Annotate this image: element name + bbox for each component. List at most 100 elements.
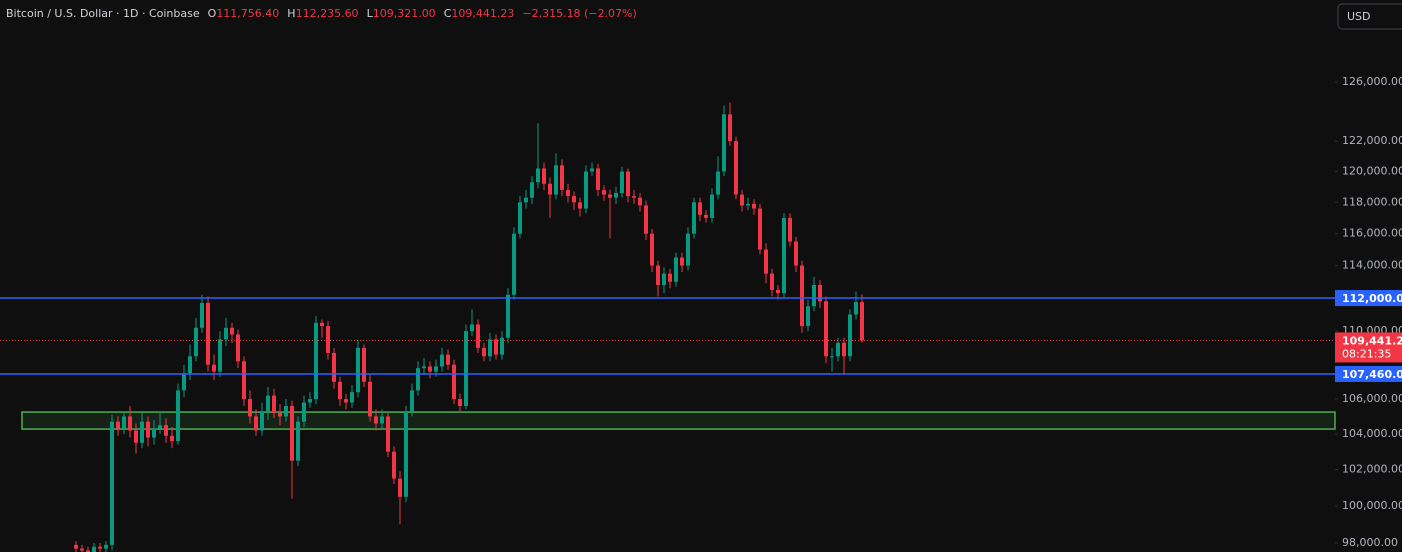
candle-body <box>278 412 282 417</box>
candle-body <box>620 171 624 194</box>
candle-body <box>812 284 816 307</box>
candle-body <box>758 208 762 250</box>
candle-body <box>788 217 792 242</box>
candle-body <box>260 411 264 431</box>
candle-body <box>320 322 324 327</box>
candle-body <box>476 324 480 348</box>
candle-body <box>410 390 414 412</box>
candle-body <box>452 364 456 400</box>
candle-body <box>710 194 714 218</box>
candle-body <box>596 168 600 190</box>
candle-body <box>254 416 258 431</box>
zone <box>21 411 1336 430</box>
ohlc-value: 111,756.40 <box>216 7 279 20</box>
candle-body <box>296 421 300 461</box>
y-tick-label: 102,000.00 <box>1342 463 1402 476</box>
candle-body <box>470 324 474 332</box>
candle-body <box>266 395 270 412</box>
candle-body <box>590 168 594 172</box>
candle-body <box>716 171 720 195</box>
candle-body <box>332 352 336 382</box>
last-price-label: 109,441.23 <box>1342 334 1402 347</box>
change-value: −2,315.18 (−2.07%) <box>522 7 636 20</box>
y-tick-label: 126,000.00 <box>1342 75 1402 88</box>
candle-body <box>218 339 222 372</box>
candle-body <box>506 294 510 338</box>
candle-body <box>86 550 90 552</box>
candle-body <box>116 421 120 429</box>
candle-body <box>230 327 234 335</box>
candle-body <box>422 366 426 369</box>
candle-body <box>302 402 306 422</box>
candle-body <box>158 425 162 429</box>
candle-body <box>392 451 396 479</box>
candle-body <box>608 194 612 198</box>
candle-body <box>314 322 318 400</box>
candle-body <box>614 193 618 198</box>
candle-body <box>542 168 546 184</box>
candle-body <box>188 356 192 374</box>
candle-body <box>668 273 672 282</box>
candle-body <box>578 202 582 209</box>
candle-body <box>458 399 462 406</box>
candle-body <box>638 197 642 206</box>
candle-body <box>776 289 780 294</box>
candle-body <box>464 331 468 406</box>
candle-body <box>518 202 522 234</box>
candle-body <box>170 435 174 442</box>
currency-button-label[interactable]: USD <box>1347 10 1371 23</box>
ohlc-key: O <box>208 7 217 20</box>
candle-body <box>242 361 246 400</box>
candle-body <box>524 197 528 203</box>
candle-body <box>500 337 504 355</box>
candle-body <box>272 395 276 413</box>
candle-body <box>626 171 630 197</box>
candle-body <box>650 233 654 266</box>
candle-body <box>584 171 588 209</box>
candle-body <box>794 241 798 266</box>
candle-body <box>206 302 210 365</box>
countdown-label: 08:21:35 <box>1342 347 1391 360</box>
candle-body <box>722 114 726 172</box>
candle-body <box>140 421 144 443</box>
y-tick-label: 120,000.00 <box>1342 164 1402 177</box>
candle-body <box>128 416 132 431</box>
candle-body <box>680 257 684 266</box>
candle-body <box>656 265 660 285</box>
candle-body <box>326 326 330 353</box>
candle-body <box>800 265 804 327</box>
candle-body <box>194 327 198 357</box>
legend-header: Bitcoin / U.S. Dollar · 1D · Coinbase O 11… <box>6 7 637 20</box>
price-label: 112,000.00 <box>1342 292 1402 305</box>
ohlc-key: C <box>444 7 452 20</box>
candle-body <box>782 217 786 294</box>
candle-body <box>224 327 228 340</box>
plot-area <box>0 102 1336 552</box>
candle-body <box>854 302 858 315</box>
candle-body <box>536 168 540 183</box>
candle-body <box>308 399 312 403</box>
ohlc-key: H <box>287 7 295 20</box>
candle-body <box>704 214 708 218</box>
candle-body <box>674 257 678 282</box>
currency-button[interactable]: USD <box>1337 3 1402 30</box>
candle-body <box>398 478 402 497</box>
price-label-box <box>1335 290 1402 307</box>
currency-button-box[interactable] <box>1337 3 1402 30</box>
candle-body <box>440 354 444 367</box>
candle-body <box>512 233 516 295</box>
candle-body <box>602 189 606 195</box>
candle-body <box>338 381 342 400</box>
candle-body <box>200 302 204 328</box>
symbol-title: Bitcoin / U.S. Dollar · 1D · Coinbase <box>6 7 200 20</box>
candle-body <box>356 347 360 393</box>
candle-body <box>848 314 852 357</box>
y-tick-label: 100,000.00 <box>1342 499 1402 512</box>
candle-body <box>380 416 384 424</box>
price-label: 107,460.02 <box>1342 368 1402 381</box>
candle-body <box>80 548 84 551</box>
candle-body <box>560 165 564 190</box>
candle-body <box>548 183 552 195</box>
